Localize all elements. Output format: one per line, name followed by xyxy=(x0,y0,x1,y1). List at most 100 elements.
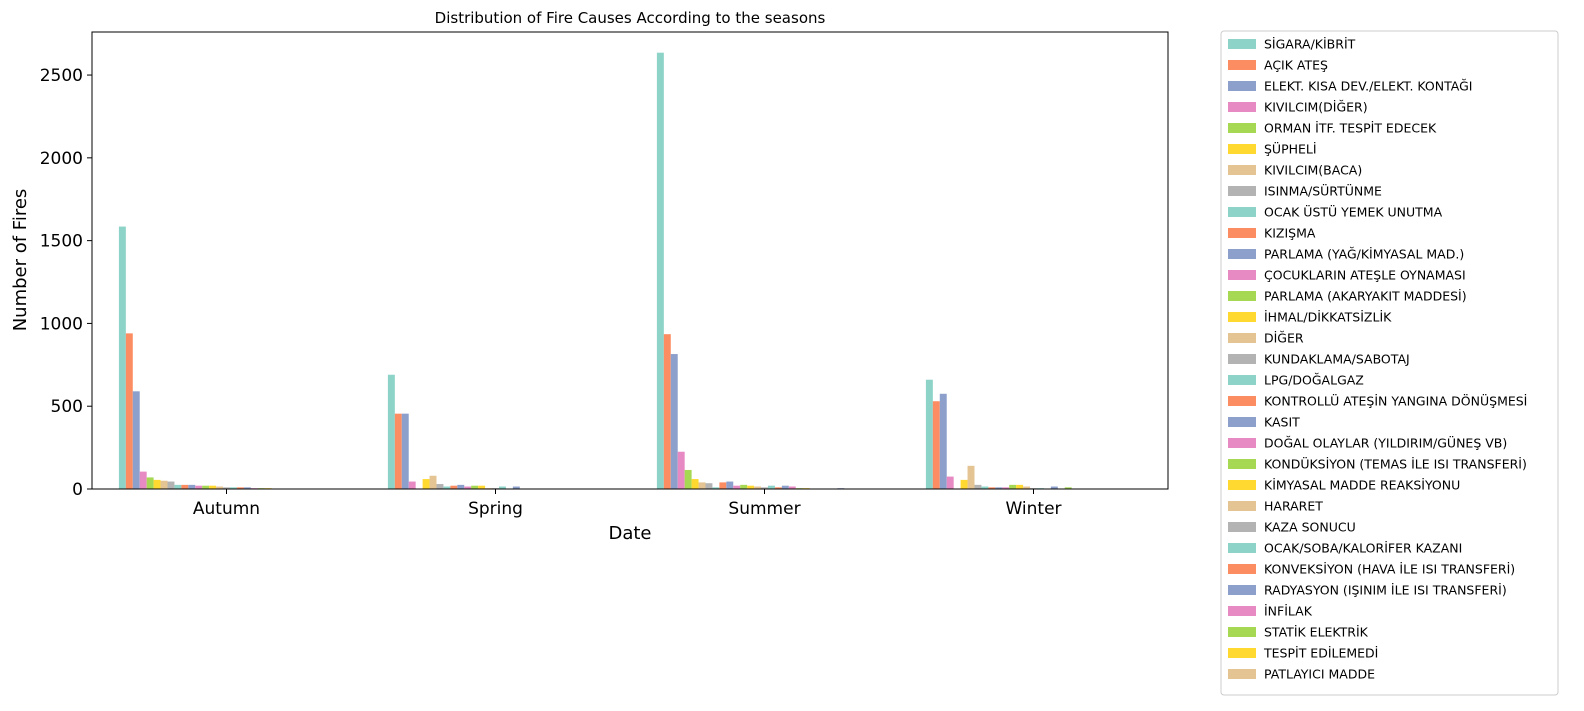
x-tick-label-summer: Summer xyxy=(728,499,800,519)
y-tick-label: 1500 xyxy=(40,232,83,252)
legend-swatch xyxy=(1228,39,1256,49)
legend-swatch xyxy=(1228,564,1256,574)
legend-swatch xyxy=(1228,312,1256,322)
bar-autumn-18 xyxy=(243,487,251,489)
bar-winter-13 xyxy=(1016,484,1024,489)
bar-summer-13 xyxy=(747,485,755,489)
bar-winter-10 xyxy=(995,487,1003,489)
legend-entry-label: ORMAN İTF. TESPİT EDECEK xyxy=(1264,121,1437,136)
y-tick-label: 2000 xyxy=(40,149,83,169)
legend-swatch xyxy=(1228,669,1256,679)
legend-swatch xyxy=(1228,543,1256,553)
y-tick-label: 2500 xyxy=(40,66,83,86)
legend-entry-label: TESPİT EDİLEMEDİ xyxy=(1263,646,1378,661)
legend-entry-label: SİGARA/KİBRİT xyxy=(1264,37,1356,52)
legend-entry-label: ELEKT. KISA DEV./ELEKT. KONTAĞI xyxy=(1264,79,1472,94)
legend-entry-label: LPG/DOĞALGAZ xyxy=(1264,373,1364,388)
bar-winter-20 xyxy=(1064,487,1072,489)
legend-entry-label: PARLAMA (YAĞ/KİMYASAL MAD.) xyxy=(1264,247,1464,262)
legend-swatch xyxy=(1228,522,1256,532)
bar-winter-7 xyxy=(974,484,982,489)
bar-summer-10 xyxy=(726,481,734,489)
legend-entry-label: KONVEKSİYON (HAVA İLE ISI TRANSFERİ) xyxy=(1264,562,1515,577)
bar-autumn-13 xyxy=(209,485,217,489)
bar-winter-12 xyxy=(1009,484,1017,489)
bar-winter-11 xyxy=(1002,487,1010,489)
legend-swatch xyxy=(1228,396,1256,406)
bar-winter-9 xyxy=(988,487,996,489)
legend-swatch xyxy=(1228,648,1256,658)
legend-entry-label: ISINMA/SÜRTÜNME xyxy=(1264,183,1382,199)
legend-swatch xyxy=(1228,333,1256,343)
bar-autumn-12 xyxy=(202,485,210,489)
legend-swatch xyxy=(1228,291,1256,301)
y-tick-label: 1000 xyxy=(40,314,83,334)
bar-summer-18 xyxy=(781,485,789,489)
bar-summer-7 xyxy=(705,483,713,489)
legend-swatch xyxy=(1228,417,1256,427)
bars-layer xyxy=(118,52,1142,489)
legend-swatch xyxy=(1228,165,1256,175)
bar-winter-2 xyxy=(939,393,947,489)
bar-summer-6 xyxy=(698,482,706,489)
bar-winter-18 xyxy=(1050,486,1058,489)
y-tick-label: 500 xyxy=(51,397,83,417)
legend-entry-label: KAZA SONUCU xyxy=(1264,520,1356,535)
bar-winter-14 xyxy=(1023,486,1031,489)
bar-autumn-7 xyxy=(167,481,175,489)
legend-swatch xyxy=(1228,60,1256,70)
legend-entry-label: KUNDAKLAMA/SABOTAJ xyxy=(1264,352,1410,367)
legend-entry-label: STATİK ELEKTRİK xyxy=(1264,625,1369,640)
bar-summer-3 xyxy=(677,451,685,489)
legend-entry-label: DİĞER xyxy=(1264,331,1304,346)
legend-swatch xyxy=(1228,228,1256,238)
legend-entry-label: KIVILCIM(DİĞER) xyxy=(1264,100,1368,115)
bar-summer-1 xyxy=(663,334,671,489)
bar-winter-6 xyxy=(967,465,975,489)
legend-entry-label: KONDÜKSİYON (TEMAS İLE ISI TRANSFERİ) xyxy=(1264,456,1527,472)
legend-swatch xyxy=(1228,186,1256,196)
x-tick-label-winter: Winter xyxy=(1005,499,1061,519)
legend-entry-label: ŞÜPHELİ xyxy=(1264,141,1317,157)
bar-spring-11 xyxy=(464,486,472,489)
bar-spring-6 xyxy=(429,475,437,489)
bar-summer-12 xyxy=(740,484,748,489)
legend-swatch xyxy=(1228,207,1256,217)
bar-autumn-0 xyxy=(118,226,126,489)
y-axis: 0 500 1000 1500 2000 2500 xyxy=(40,66,92,500)
bar-summer-4 xyxy=(684,469,692,489)
legend-entry-label: HARARET xyxy=(1264,499,1323,514)
bar-spring-2 xyxy=(401,413,409,489)
chart-title: Distribution of Fire Causes According to… xyxy=(435,9,826,27)
legend-entry-label: OCAK ÜSTÜ YEMEK UNUTMA xyxy=(1264,204,1443,220)
bar-autumn-17 xyxy=(236,487,244,489)
bar-summer-17 xyxy=(774,487,782,489)
bar-autumn-10 xyxy=(188,484,196,489)
bar-summer-0 xyxy=(656,52,664,489)
x-axis: Autumn Spring Summer Winter xyxy=(193,489,1062,519)
legend-swatch xyxy=(1228,585,1256,595)
bar-summer-19 xyxy=(788,486,796,489)
y-tick-label: 0 xyxy=(72,480,83,500)
legend-entry-label: ÇOCUKLARIN ATEŞLE OYNAMASI xyxy=(1264,268,1466,283)
legend-entry-label: AÇIK ATEŞ xyxy=(1264,58,1328,73)
legend-entry-label: İNFİLAK xyxy=(1264,604,1313,619)
bar-autumn-4 xyxy=(146,477,154,489)
bar-spring-18 xyxy=(512,486,520,489)
bar-spring-1 xyxy=(394,413,402,489)
legend-swatch xyxy=(1228,501,1256,511)
y-axis-label: Number of Fires xyxy=(10,189,31,332)
bar-autumn-2 xyxy=(132,391,140,489)
x-tick-label-autumn: Autumn xyxy=(193,499,260,519)
bar-summer-16 xyxy=(767,485,775,489)
legend-swatch xyxy=(1228,102,1256,112)
legend-swatch xyxy=(1228,354,1256,364)
legend-swatch xyxy=(1228,459,1256,469)
bar-summer-11 xyxy=(733,485,741,489)
legend-swatch xyxy=(1228,270,1256,280)
bar-winter-5 xyxy=(960,479,968,489)
legend-swatch xyxy=(1228,480,1256,490)
legend-swatch xyxy=(1228,81,1256,91)
bar-autumn-15 xyxy=(223,487,230,489)
legend-swatch xyxy=(1228,375,1256,385)
